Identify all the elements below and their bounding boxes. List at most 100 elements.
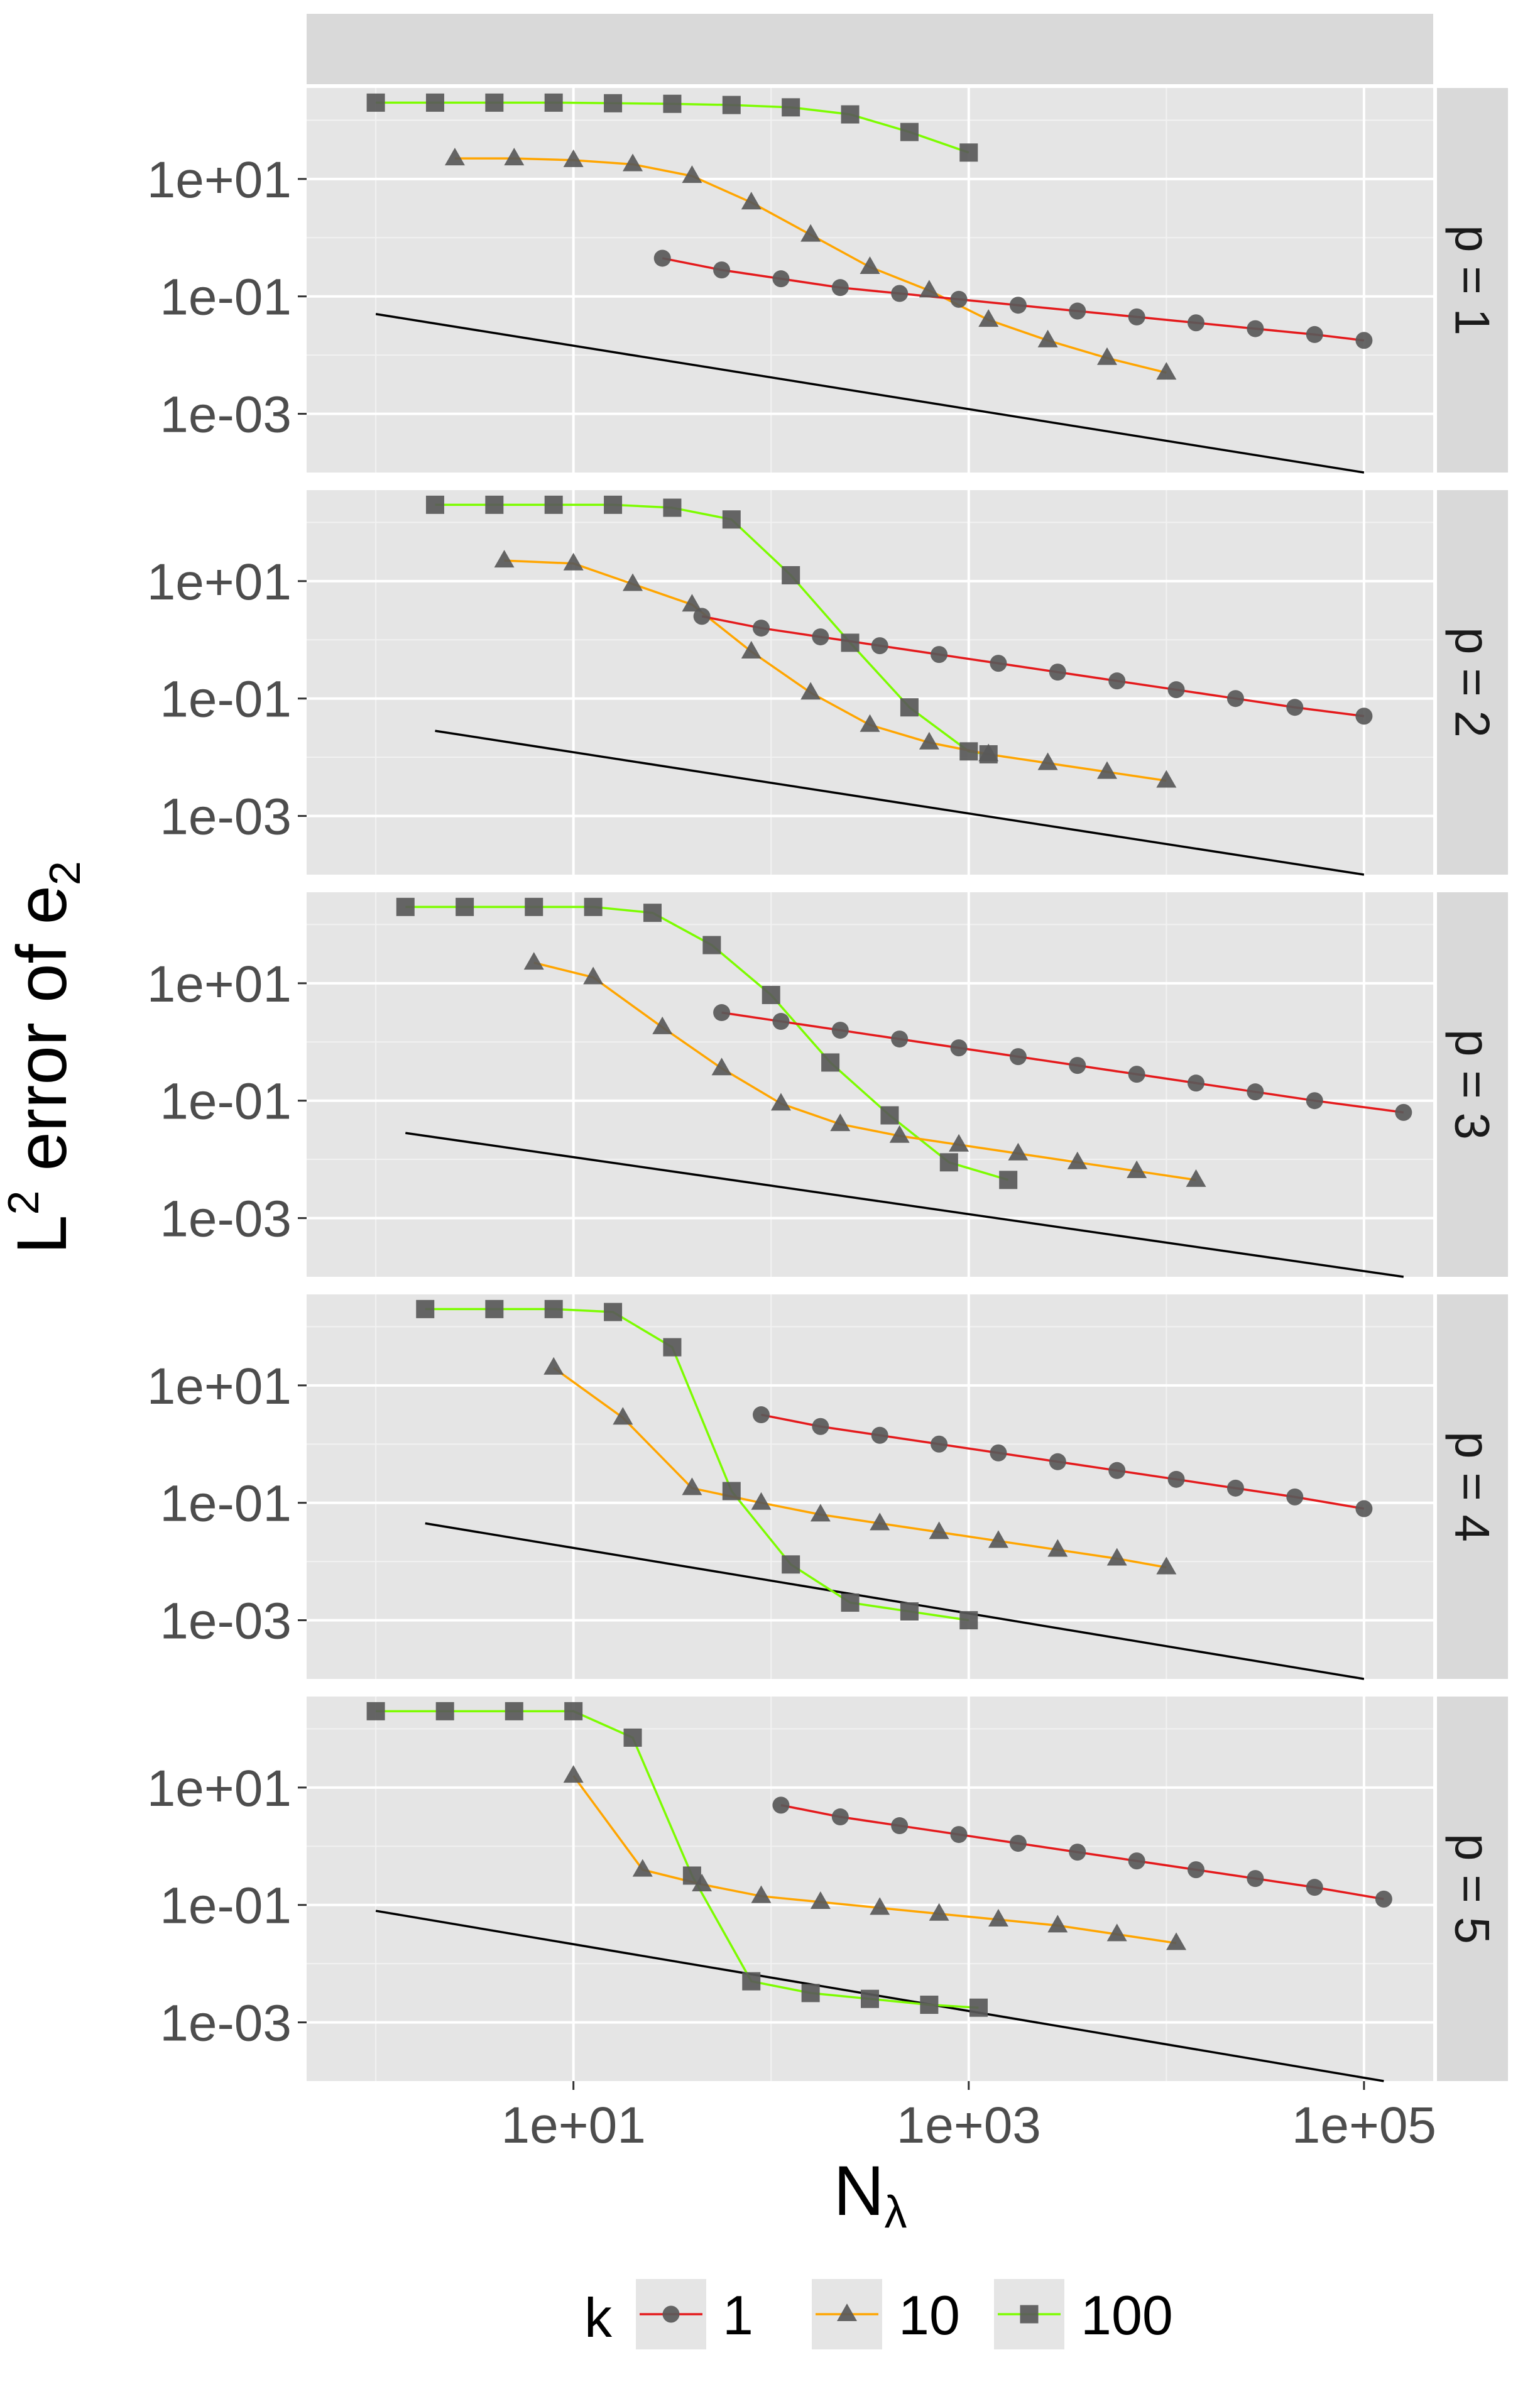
data-point-k10 bbox=[632, 1859, 653, 1877]
data-point-k1 bbox=[931, 646, 948, 664]
y-axis-title-main: error of e bbox=[3, 885, 81, 1191]
y-tick-label: 1e-03 bbox=[160, 789, 292, 846]
data-point-k1 bbox=[1355, 708, 1373, 725]
data-point-k10 bbox=[1037, 752, 1058, 770]
data-point-k1 bbox=[1069, 1057, 1086, 1074]
panel-strip bbox=[1437, 1294, 1508, 1679]
reference-slope-line bbox=[435, 730, 1365, 876]
data-point-k10 bbox=[830, 1113, 851, 1132]
data-point-k10 bbox=[751, 1492, 772, 1510]
data-point-k10 bbox=[682, 165, 702, 183]
data-point-k1 bbox=[1247, 1083, 1264, 1101]
legend-key-marker bbox=[1020, 2305, 1039, 2324]
data-point-k10 bbox=[870, 1512, 890, 1531]
x-tick-label: 1e+01 bbox=[501, 2097, 646, 2154]
data-point-k10 bbox=[563, 149, 584, 167]
data-point-k100 bbox=[900, 698, 919, 717]
data-point-k10 bbox=[563, 1765, 584, 1783]
data-point-k10 bbox=[583, 966, 604, 985]
series-line-k1 bbox=[701, 615, 1365, 718]
y-tick-label: 1e+01 bbox=[147, 956, 292, 1013]
data-point-k100 bbox=[525, 897, 543, 916]
data-point-k100 bbox=[762, 986, 780, 1005]
panel-background bbox=[307, 892, 1433, 1277]
data-point-k100 bbox=[880, 1106, 899, 1125]
panel-strip-label: p = 4 bbox=[1445, 1431, 1500, 1542]
panel-1: 1e+01 1e-01 1e-03 p = 1 bbox=[147, 88, 1508, 474]
data-point-k100 bbox=[939, 1153, 958, 1172]
data-point-k10 bbox=[1096, 761, 1117, 779]
data-point-k100 bbox=[604, 495, 623, 514]
data-point-k10 bbox=[1106, 1548, 1127, 1566]
data-point-k10 bbox=[810, 1891, 831, 1910]
data-point-k1 bbox=[1009, 297, 1027, 314]
data-point-k1 bbox=[1069, 1844, 1086, 1861]
data-point-k10 bbox=[623, 573, 643, 591]
data-point-k1 bbox=[1306, 1092, 1323, 1110]
data-point-k100 bbox=[841, 1593, 860, 1612]
y-tick-label: 1e-01 bbox=[160, 269, 292, 326]
data-point-k10 bbox=[988, 1530, 1008, 1548]
legend-title: k bbox=[584, 2287, 613, 2349]
data-point-k1 bbox=[693, 608, 711, 625]
legend-key-marker bbox=[662, 2305, 680, 2323]
y-tick-label: 1e-01 bbox=[160, 1877, 292, 1935]
data-point-k1 bbox=[950, 1039, 968, 1057]
panel-strip bbox=[1437, 490, 1508, 875]
data-point-k1 bbox=[752, 620, 770, 637]
data-point-k10 bbox=[889, 1125, 910, 1143]
data-point-k10 bbox=[919, 280, 939, 298]
data-point-k1 bbox=[713, 1004, 731, 1022]
data-point-k10 bbox=[741, 192, 762, 210]
series-line-k1 bbox=[721, 1011, 1404, 1114]
data-point-k1 bbox=[1375, 1890, 1392, 1908]
data-point-k100 bbox=[425, 93, 444, 112]
data-point-k10 bbox=[682, 594, 702, 612]
data-point-k1 bbox=[1009, 1048, 1027, 1066]
data-point-k1 bbox=[1128, 1066, 1145, 1083]
legend: k 1 10 100 bbox=[584, 2279, 1173, 2349]
data-point-k1 bbox=[1049, 1453, 1066, 1470]
data-point-k1 bbox=[812, 628, 829, 646]
data-point-k10 bbox=[543, 1357, 564, 1375]
data-point-k1 bbox=[1286, 699, 1304, 716]
data-point-k10 bbox=[860, 714, 880, 732]
data-point-k10 bbox=[1127, 1160, 1147, 1178]
panel-strip bbox=[1437, 1697, 1508, 2081]
data-point-k10 bbox=[494, 550, 515, 568]
data-point-k10 bbox=[1047, 1915, 1068, 1933]
data-point-k10 bbox=[563, 552, 584, 571]
panel-background bbox=[307, 490, 1433, 875]
data-point-k1 bbox=[831, 279, 849, 297]
data-point-k1 bbox=[1188, 1861, 1205, 1879]
data-point-k100 bbox=[416, 1299, 435, 1318]
data-point-k10 bbox=[988, 1909, 1008, 1927]
data-point-k10 bbox=[1166, 1932, 1187, 1950]
data-point-k100 bbox=[544, 495, 563, 514]
panel-2: 1e+01 1e-01 1e-03 p = 2 bbox=[147, 490, 1508, 876]
reference-slope-line bbox=[425, 1522, 1365, 1680]
panel-strip bbox=[1437, 892, 1508, 1277]
data-point-k1 bbox=[1188, 314, 1205, 332]
data-point-k100 bbox=[782, 1555, 800, 1574]
data-point-k10 bbox=[741, 640, 762, 659]
data-point-k1 bbox=[1108, 1462, 1126, 1479]
y-axis-title-superscript: 2 bbox=[0, 1191, 48, 1215]
y-tick-label: 1e-01 bbox=[160, 671, 292, 728]
y-tick-label: 1e-01 bbox=[160, 1475, 292, 1533]
data-point-k100 bbox=[999, 1171, 1018, 1189]
data-point-k1 bbox=[1355, 332, 1373, 349]
data-point-k10 bbox=[711, 1058, 732, 1076]
data-point-k100 bbox=[366, 93, 385, 112]
series-line-k10 bbox=[504, 559, 1167, 782]
reference-slope-line bbox=[405, 1132, 1404, 1278]
data-point-k100 bbox=[782, 98, 800, 117]
y-tick-label: 1e-01 bbox=[160, 1073, 292, 1130]
data-point-k100 bbox=[456, 897, 474, 916]
series-line-k10 bbox=[533, 961, 1196, 1181]
data-point-k1 bbox=[990, 655, 1007, 672]
panel-background bbox=[307, 1294, 1433, 1679]
data-point-k10 bbox=[800, 224, 821, 242]
legend-label: 100 bbox=[1081, 2284, 1173, 2346]
y-tick-label: 1e+01 bbox=[147, 1760, 292, 1817]
